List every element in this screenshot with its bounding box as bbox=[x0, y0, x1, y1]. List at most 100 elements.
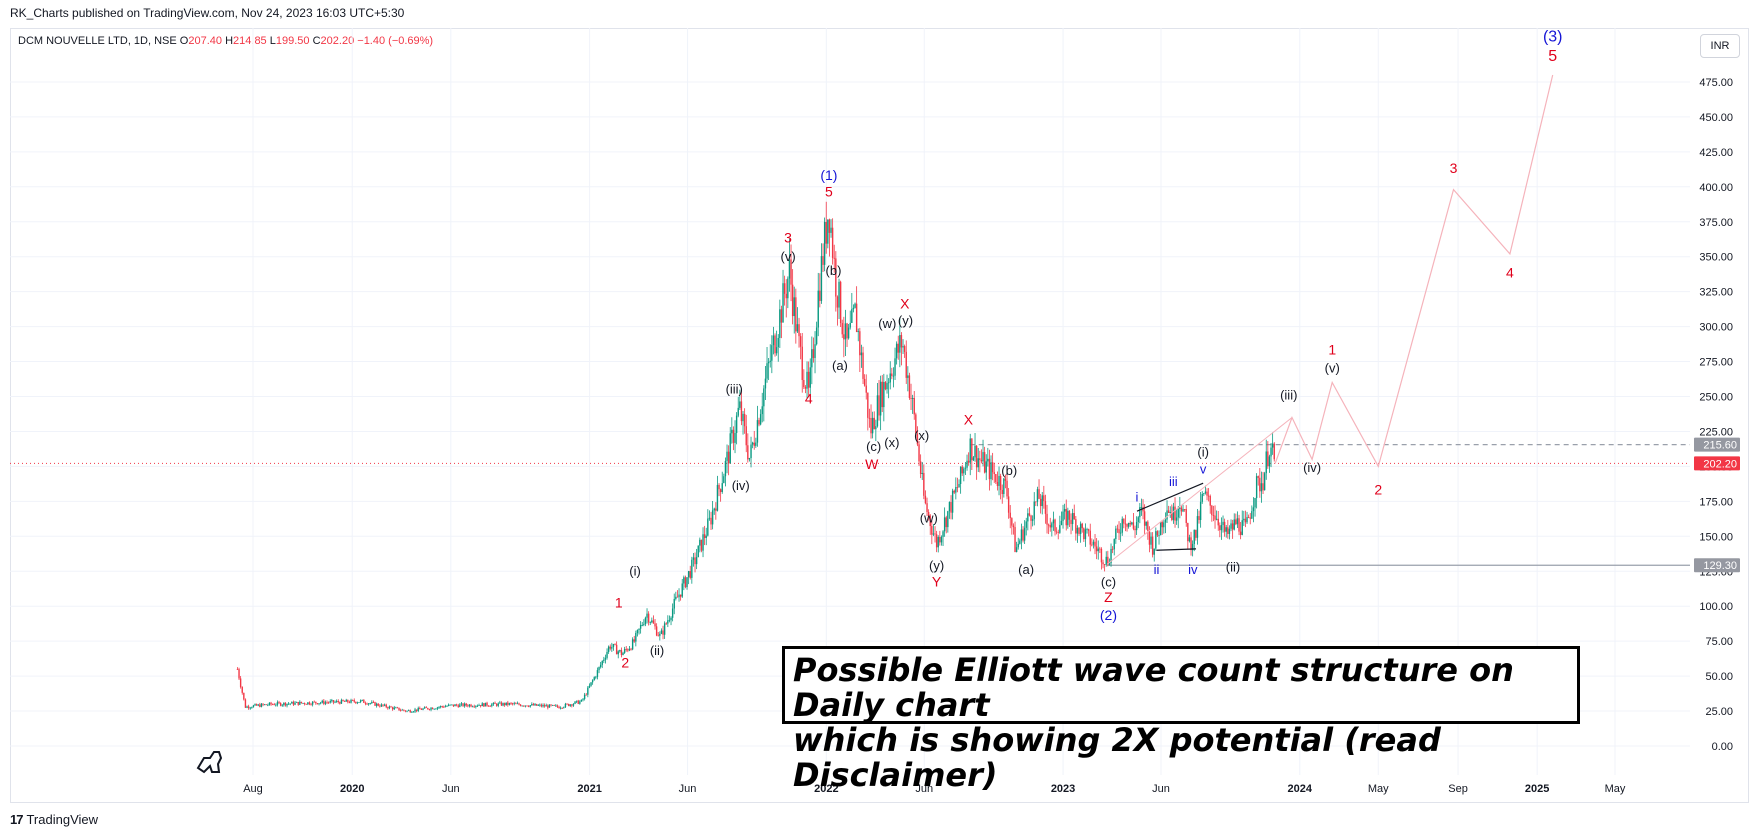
candle-body bbox=[1140, 507, 1143, 508]
candle-body bbox=[372, 702, 375, 703]
wave-label: X bbox=[900, 295, 910, 311]
candle-body bbox=[444, 706, 447, 708]
candle-body bbox=[316, 703, 319, 705]
candle-body bbox=[956, 487, 959, 488]
candle-body bbox=[518, 703, 520, 705]
chart-panel[interactable] bbox=[10, 28, 1749, 803]
candle-body bbox=[951, 490, 954, 513]
candle-body bbox=[723, 476, 725, 484]
candle-body bbox=[423, 707, 426, 709]
candle-body bbox=[1017, 543, 1019, 548]
footer-brand[interactable]: 17 TradingView bbox=[10, 812, 98, 827]
candle-body bbox=[351, 699, 354, 701]
wave-label: ii bbox=[1154, 562, 1160, 577]
candle-body bbox=[359, 700, 362, 703]
candle-body bbox=[308, 702, 311, 705]
candle-body bbox=[908, 375, 911, 398]
candle-body bbox=[875, 426, 877, 430]
candle-body bbox=[1199, 501, 1202, 520]
candle-body bbox=[1068, 510, 1071, 520]
level-lines bbox=[10, 443, 1690, 566]
candle-body bbox=[561, 707, 563, 709]
y-tick-label: 325.00 bbox=[1699, 287, 1733, 299]
candle-body bbox=[729, 433, 731, 464]
candle-body bbox=[419, 707, 421, 710]
candle-body bbox=[769, 360, 771, 362]
candle-body bbox=[703, 534, 706, 538]
candle-body bbox=[921, 472, 923, 475]
candle-body bbox=[867, 392, 869, 418]
candle-body bbox=[539, 704, 541, 706]
candle-body bbox=[819, 290, 821, 301]
candle-body bbox=[708, 517, 711, 519]
candle-body bbox=[924, 495, 927, 504]
candle-body bbox=[487, 705, 490, 707]
currency-button[interactable]: INR bbox=[1700, 34, 1740, 58]
candle-body bbox=[1166, 510, 1168, 520]
candle-body bbox=[337, 700, 339, 703]
candle-body bbox=[828, 219, 831, 233]
candle-body bbox=[1083, 528, 1085, 540]
candle-body bbox=[654, 623, 656, 627]
candle-body bbox=[486, 702, 488, 706]
candle-body bbox=[379, 705, 381, 707]
candle-body bbox=[1004, 478, 1007, 481]
candle-body bbox=[1070, 519, 1072, 525]
candle-body bbox=[849, 322, 851, 328]
candle-body bbox=[1127, 522, 1130, 527]
candle-body bbox=[894, 358, 896, 376]
candle-body bbox=[603, 659, 605, 661]
candle-body bbox=[313, 701, 315, 703]
candle-body bbox=[436, 707, 439, 709]
symbol-name[interactable]: DCM NOUVELLE LTD, 1D, NSE bbox=[18, 35, 177, 47]
candle-body bbox=[713, 508, 715, 511]
candle-body bbox=[271, 704, 274, 706]
candle-body bbox=[555, 705, 557, 707]
candle-body bbox=[739, 401, 741, 408]
candle-body bbox=[1191, 543, 1194, 551]
candle-body bbox=[699, 539, 701, 546]
candle-body bbox=[673, 598, 675, 609]
candle-body bbox=[1003, 478, 1005, 495]
y-axis[interactable]: 0.0025.0050.0075.00100.00125.00150.00175… bbox=[1699, 77, 1733, 753]
candle-body bbox=[463, 703, 466, 707]
candle-body bbox=[1228, 528, 1231, 534]
x-tick-label: 2021 bbox=[577, 783, 601, 795]
candle-body bbox=[254, 704, 256, 706]
candle-body bbox=[790, 259, 792, 285]
candle-body bbox=[719, 489, 722, 493]
candle-body bbox=[494, 702, 496, 704]
candle-body bbox=[1020, 529, 1023, 541]
candle-body bbox=[657, 635, 659, 637]
candle-body bbox=[332, 700, 335, 703]
candle-body bbox=[345, 699, 347, 702]
candle-body bbox=[433, 708, 435, 710]
candle-body bbox=[623, 648, 626, 653]
candle-body bbox=[414, 709, 416, 712]
candle-body bbox=[1172, 506, 1175, 520]
candle-body bbox=[831, 227, 834, 258]
candle-body bbox=[662, 630, 664, 635]
candle-body bbox=[579, 701, 581, 704]
candle-body bbox=[380, 704, 383, 707]
candle-body bbox=[247, 706, 250, 709]
candle-body bbox=[966, 460, 968, 468]
y-tick-label: 150.00 bbox=[1699, 531, 1733, 543]
candle-body bbox=[799, 336, 802, 347]
x-tick-label: Jun bbox=[679, 783, 697, 795]
candle-body bbox=[617, 651, 619, 655]
candle-body bbox=[1151, 536, 1154, 555]
candle-body bbox=[679, 594, 682, 597]
candle-body bbox=[335, 700, 338, 702]
x-tick-label: 2024 bbox=[1288, 783, 1313, 795]
candle-body bbox=[1065, 508, 1067, 526]
candle-body bbox=[724, 460, 727, 477]
candle-body bbox=[324, 702, 327, 704]
candle-body bbox=[289, 703, 291, 705]
candle-body bbox=[537, 705, 539, 706]
candle-body bbox=[638, 628, 640, 630]
candle-body bbox=[839, 281, 842, 324]
candle-body bbox=[687, 571, 690, 578]
candle-body bbox=[670, 617, 672, 620]
x-axis[interactable]: Aug 2020 Jun 2021 Jun 2022 Jun 2023 Jun 2024 May Se… bbox=[243, 783, 1626, 795]
